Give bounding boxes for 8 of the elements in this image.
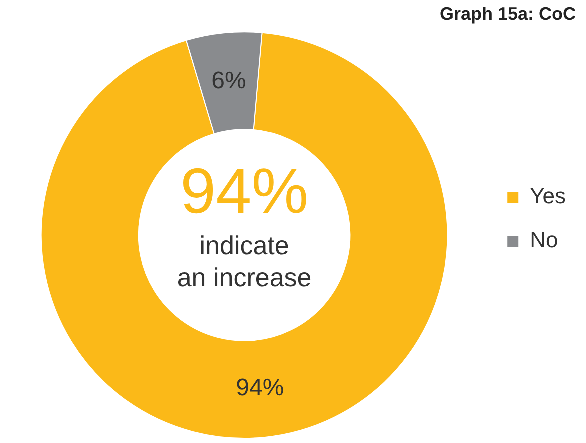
text: an increase [177, 262, 312, 292]
data-label: 94% [236, 374, 284, 402]
text: 94% [180, 154, 309, 227]
data-label: 6% [212, 67, 246, 94]
legend-label: Yes [530, 184, 566, 209]
chart-title: Graph 15a: CoC [440, 4, 576, 24]
text: indicate [200, 230, 290, 260]
legend-label: No [530, 228, 558, 253]
